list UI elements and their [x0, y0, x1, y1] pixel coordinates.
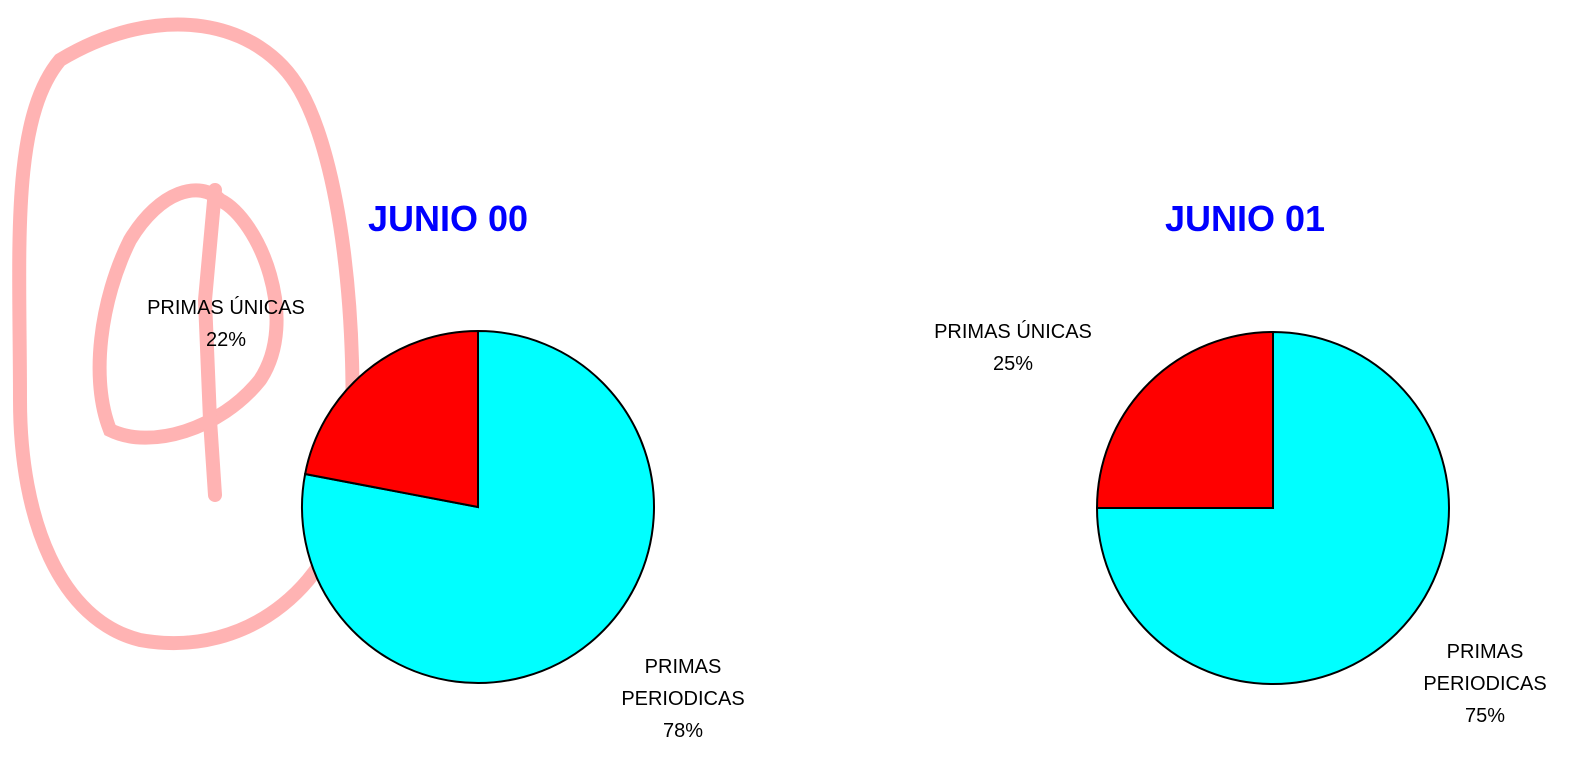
value-label: 75% — [1464, 705, 1506, 727]
category-label: PRIMAS ÚNICAS — [934, 321, 1092, 343]
value-label: 25% — [992, 353, 1034, 375]
watermark — [12, 17, 360, 651]
category-label: PRIMAS PERIODICAS — [1423, 641, 1547, 695]
pie-slice — [1095, 330, 1274, 509]
category-label: PRIMAS ÚNICAS — [147, 297, 305, 319]
category-label: PRIMAS PERIODICAS — [621, 656, 745, 710]
slice-label: PRIMAS PERIODICAS 75% — [1400, 636, 1570, 732]
slice-label: PRIMAS PERIODICAS 78% — [598, 651, 768, 747]
chart-title: JUNIO 00 — [367, 198, 529, 239]
pie-slice — [301, 329, 655, 684]
value-label: 78% — [662, 720, 704, 742]
slice-label: PRIMAS ÚNICAS 25% — [893, 316, 1133, 380]
pie-slice — [303, 329, 479, 509]
pie-slice — [1095, 330, 1450, 685]
chart-title: JUNIO 01 — [1164, 198, 1326, 239]
slice-label: PRIMAS ÚNICAS 22% — [106, 292, 346, 356]
value-label: 22% — [205, 329, 247, 351]
